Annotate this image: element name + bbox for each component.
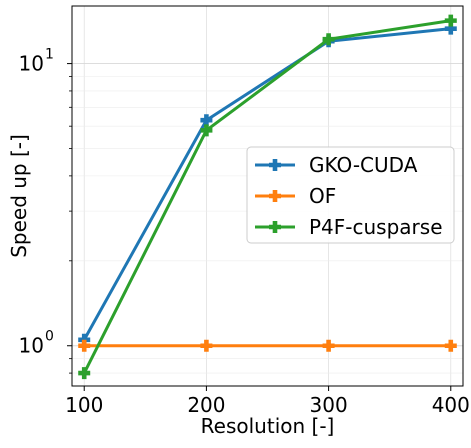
y-tick-label-exponent: 1 xyxy=(45,47,54,63)
x-tick-label: 100 xyxy=(65,393,103,417)
y-tick-label: 10 xyxy=(19,52,44,76)
x-tick-label: 300 xyxy=(310,393,348,417)
series-line xyxy=(82,27,451,341)
legend: GKO-CUDA OF P4F-cusparse xyxy=(246,146,455,244)
plot-frame xyxy=(71,5,464,387)
legend-label: P4F-cusparse xyxy=(309,215,443,239)
data-point xyxy=(444,14,457,27)
legend-label: GKO-CUDA xyxy=(309,153,418,177)
y-axis-label: Speed up [-] xyxy=(7,134,31,258)
data-point xyxy=(78,339,91,352)
y-tick-label-exponent: 0 xyxy=(45,329,54,345)
x-tick-label: 400 xyxy=(432,393,470,417)
legend-item: GKO-CUDA xyxy=(255,153,418,177)
legend-marker xyxy=(269,190,281,202)
legend-marker xyxy=(269,221,281,233)
x-tick-label: 200 xyxy=(187,393,225,417)
data-point xyxy=(200,114,213,127)
data-point xyxy=(444,339,457,352)
grid xyxy=(72,6,463,386)
x-axis-label: Resolution [-] xyxy=(201,414,335,438)
data-point xyxy=(78,367,91,380)
data-point xyxy=(200,339,213,352)
series-line xyxy=(82,19,452,374)
legend-marker xyxy=(269,159,281,171)
legend-item: OF xyxy=(255,184,336,208)
series-p4f-cusparse xyxy=(78,14,457,380)
data-point xyxy=(322,339,335,352)
legend-item: P4F-cusparse xyxy=(255,215,443,239)
series-of xyxy=(78,339,457,352)
data-point xyxy=(322,33,335,46)
data-point xyxy=(444,22,457,35)
y-tick-label: 10 xyxy=(19,334,44,358)
legend-box xyxy=(246,146,455,244)
series-layer xyxy=(78,14,457,380)
data-point xyxy=(200,124,213,137)
legend-label: OF xyxy=(309,184,336,208)
